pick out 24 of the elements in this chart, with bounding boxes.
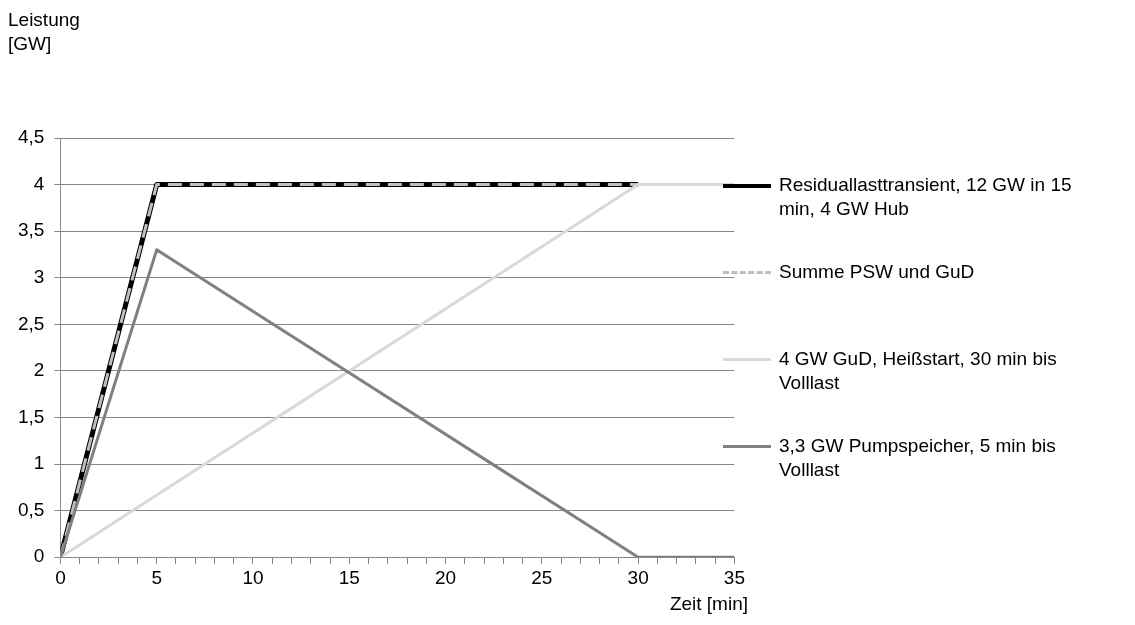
- x-tick-label: 15: [338, 566, 360, 588]
- y-tick-label: 2: [33, 359, 45, 381]
- x-tick-label: 35: [723, 566, 745, 588]
- x-tick-label: 30: [627, 566, 649, 588]
- x-tick-label: 5: [151, 566, 162, 588]
- y-tick-label: 2,5: [17, 312, 45, 334]
- x-tick-label: 10: [242, 566, 264, 588]
- y-tick-label: 3: [33, 265, 45, 287]
- x-tick-label: 0: [55, 566, 66, 588]
- y-tick-label: 0,5: [17, 498, 45, 520]
- y-tick-label: 1,5: [17, 405, 45, 427]
- legend-label: Summe PSW und GuD: [779, 260, 975, 284]
- y-tick-label: 4: [33, 172, 45, 194]
- y-tick-label: 3,5: [17, 219, 45, 241]
- y-axis-title: Leistung [GW]: [8, 8, 81, 56]
- x-tick-label: 25: [531, 566, 553, 588]
- y-tick-label: 0: [33, 545, 45, 567]
- legend-label: Residuallasttransient, 12 GW in 15 min, 4 GW Hub: [779, 173, 1073, 221]
- y-tick-label: 1: [33, 452, 45, 474]
- legend-label: 3,3 GW Pumpspeicher, 5 min bis Volllast: [779, 434, 1057, 482]
- legend-label: 4 GW GuD, Heißstart, 30 min bis Volllast: [779, 347, 1058, 395]
- y-tick-label: 4,5: [17, 126, 45, 148]
- x-tick-label: 20: [435, 566, 457, 588]
- x-axis-title: Zeit [min]: [668, 593, 748, 615]
